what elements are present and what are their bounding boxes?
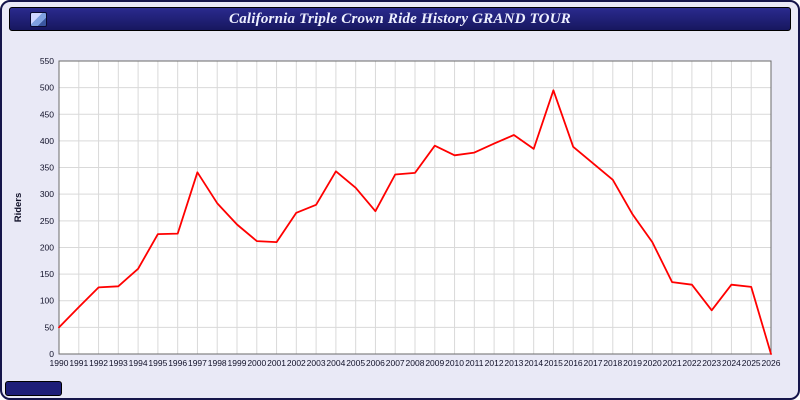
svg-text:2020: 2020 <box>643 358 662 368</box>
svg-text:150: 150 <box>40 269 54 279</box>
svg-text:400: 400 <box>40 136 54 146</box>
svg-text:250: 250 <box>40 216 54 226</box>
svg-text:2025: 2025 <box>742 358 761 368</box>
svg-text:2011: 2011 <box>465 358 484 368</box>
svg-text:2016: 2016 <box>564 358 583 368</box>
svg-text:450: 450 <box>40 109 54 119</box>
svg-text:2008: 2008 <box>406 358 425 368</box>
svg-text:2012: 2012 <box>485 358 504 368</box>
svg-text:1996: 1996 <box>168 358 187 368</box>
svg-text:2015: 2015 <box>544 358 563 368</box>
svg-text:0: 0 <box>49 349 54 359</box>
svg-text:1990: 1990 <box>50 358 69 368</box>
svg-text:1998: 1998 <box>208 358 227 368</box>
svg-text:2018: 2018 <box>603 358 622 368</box>
svg-text:100: 100 <box>40 296 54 306</box>
svg-text:2004: 2004 <box>326 358 345 368</box>
svg-text:1999: 1999 <box>228 358 247 368</box>
svg-text:550: 550 <box>40 56 54 66</box>
svg-text:2017: 2017 <box>584 358 603 368</box>
title-bar: California Triple Crown Ride History GRA… <box>9 7 791 31</box>
svg-text:2009: 2009 <box>425 358 444 368</box>
svg-text:2007: 2007 <box>386 358 405 368</box>
svg-text:1993: 1993 <box>109 358 128 368</box>
svg-text:200: 200 <box>40 242 54 252</box>
svg-text:2024: 2024 <box>722 358 741 368</box>
svg-text:2006: 2006 <box>366 358 385 368</box>
svg-text:500: 500 <box>40 83 54 93</box>
svg-text:2021: 2021 <box>663 358 682 368</box>
chart-container: 1990 1991 1992 1993 1994 1995 1996 1997 1998 1999… <box>8 44 796 384</box>
svg-text:Riders: Riders <box>13 193 24 223</box>
svg-text:1994: 1994 <box>129 358 148 368</box>
svg-text:2023: 2023 <box>702 358 721 368</box>
svg-text:2022: 2022 <box>682 358 701 368</box>
svg-text:1991: 1991 <box>69 358 88 368</box>
svg-text:2001: 2001 <box>267 358 286 368</box>
svg-text:2019: 2019 <box>623 358 642 368</box>
riders-line-chart: 1990 1991 1992 1993 1994 1995 1996 1997 1998 1999… <box>13 56 781 368</box>
svg-text:2010: 2010 <box>445 358 464 368</box>
svg-text:300: 300 <box>40 189 54 199</box>
svg-text:1992: 1992 <box>89 358 108 368</box>
svg-text:2005: 2005 <box>346 358 365 368</box>
footer-accent-bar <box>5 381 62 396</box>
svg-text:2013: 2013 <box>504 358 523 368</box>
svg-text:2002: 2002 <box>287 358 306 368</box>
svg-text:350: 350 <box>40 163 54 173</box>
svg-text:50: 50 <box>45 322 55 332</box>
svg-text:2014: 2014 <box>524 358 543 368</box>
svg-text:1995: 1995 <box>148 358 167 368</box>
window-title: California Triple Crown Ride History GRA… <box>229 10 571 27</box>
svg-text:2026: 2026 <box>762 358 781 368</box>
svg-text:2000: 2000 <box>247 358 266 368</box>
app-logo-icon <box>30 12 47 27</box>
svg-text:2003: 2003 <box>307 358 326 368</box>
svg-text:1997: 1997 <box>188 358 207 368</box>
